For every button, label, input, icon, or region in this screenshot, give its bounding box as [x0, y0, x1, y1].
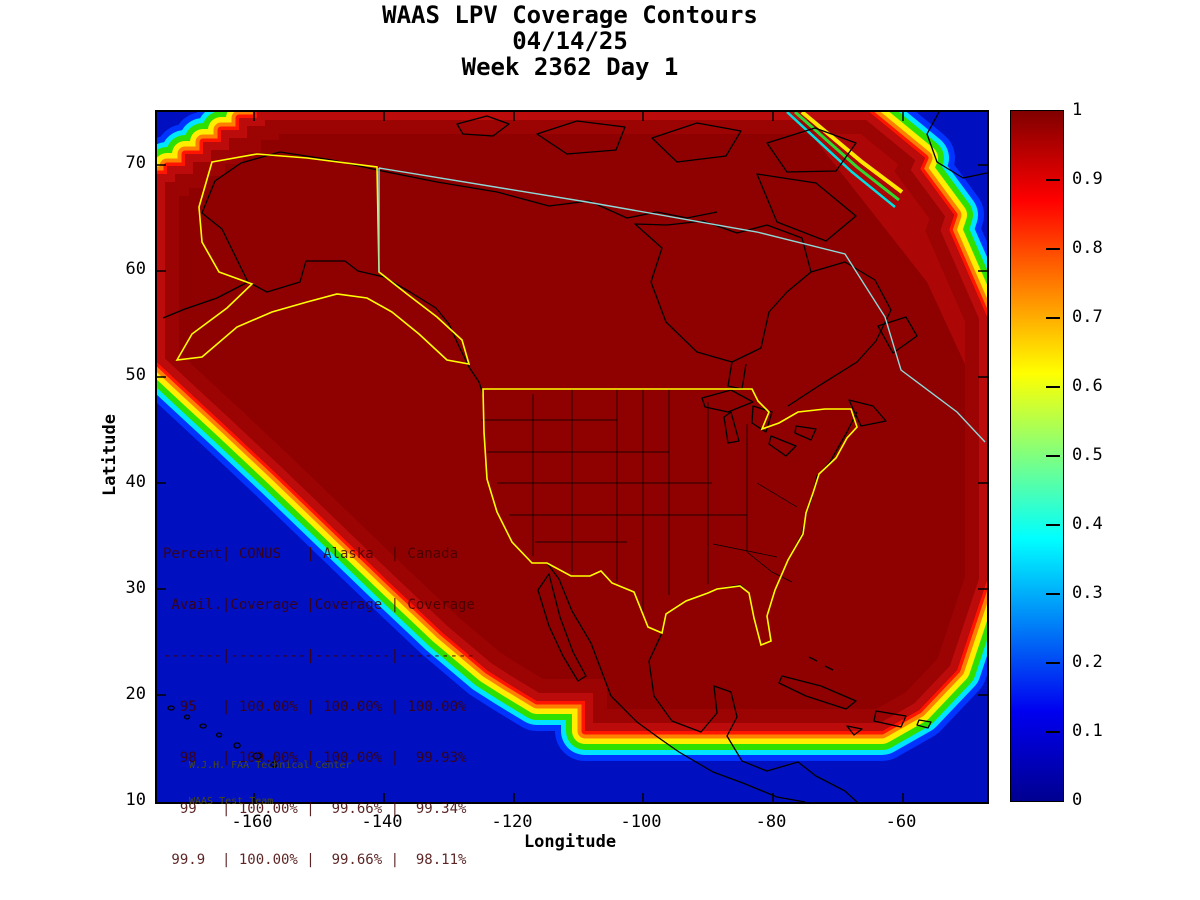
credit-line: W.J.H. FAA Technical Center	[189, 760, 352, 771]
map-plot-area: Percent| CONUS | Alaska | Canada Avail.|…	[155, 110, 989, 868]
table-row: 95 | 100.00% | 100.00% | 100.00%	[163, 699, 467, 715]
y-tick-label: 30	[125, 578, 146, 598]
figure-title: WAAS LPV Coverage Contours 04/14/25 Week…	[155, 2, 985, 80]
y-tick-label: 50	[125, 365, 146, 385]
colorbar-tick-label: 0.1	[1072, 721, 1103, 741]
x-tick-label: -60	[885, 812, 917, 832]
x-tick-label: -140	[361, 812, 403, 832]
colorbar-tick-mark	[1046, 524, 1060, 526]
colorbar-tick-mark	[1046, 248, 1060, 250]
x-tick-label: -120	[491, 812, 533, 832]
y-tick-label: 40	[125, 472, 146, 492]
colorbar-tick-mark	[1046, 386, 1060, 388]
credit-line: WAAS Test Team	[189, 796, 274, 807]
colorbar-tick-label: 0.8	[1072, 238, 1103, 258]
y-tick-label: 20	[125, 684, 146, 704]
table-row: 98 | 100.00% | 100.00% | 99.93%	[163, 750, 467, 766]
colorbar-tick-label: 0.6	[1072, 376, 1103, 396]
colorbar-tick-label: 0.2	[1072, 652, 1103, 672]
coastlines	[162, 112, 987, 802]
colorbar-tick-label: 0.3	[1072, 583, 1103, 603]
state-borders	[481, 389, 798, 612]
y-tick-label: 60	[125, 259, 146, 279]
x-axis-title: Longitude	[523, 832, 617, 852]
colorbar-tick-label: 0.4	[1072, 514, 1103, 534]
colorbar-tick-label: 0.9	[1072, 169, 1103, 189]
colorbar-tick-label: 0.7	[1072, 307, 1103, 327]
colorbar-tick-mark	[1046, 179, 1060, 181]
y-tick-label: 70	[125, 153, 146, 173]
axis-tick-marks	[157, 112, 987, 802]
colorbar-tick-label: 1	[1072, 100, 1083, 120]
colorbar-tick-mark	[1046, 662, 1060, 664]
x-tick-label: -100	[620, 812, 662, 832]
coverage-statistics-table: Percent| CONUS | Alaska | Canada Avail.|…	[163, 512, 475, 900]
x-tick-label: -160	[231, 812, 273, 832]
title-line-1: WAAS LPV Coverage Contours	[382, 1, 758, 29]
alaska-service-boundary	[175, 153, 471, 366]
colorbar-tick-mark	[1046, 731, 1060, 733]
table-row: -------|---------|---------|---------	[163, 648, 475, 664]
colorbar-tick-label: 0.5	[1072, 445, 1103, 465]
conus-service-boundary	[482, 388, 858, 647]
table-row: Avail.|Coverage |Coverage | Coverage	[163, 597, 475, 613]
table-row: Percent| CONUS | Alaska | Canada	[163, 546, 459, 562]
colorbar-tick-label: 0	[1072, 790, 1083, 810]
credits-text: W.J.H. FAA Technical Center WAAS Test Te…	[189, 736, 352, 832]
table-row: 99 | 100.00% | 99.66% | 99.34%	[163, 801, 467, 817]
coverage-contour-map	[157, 112, 987, 802]
x-tick-label: -80	[755, 812, 787, 832]
colorbar-tick-mark	[1046, 593, 1060, 595]
colorbar-tick-mark	[1046, 455, 1060, 457]
canada-service-boundary	[378, 167, 986, 443]
title-line-2: 04/14/25	[512, 27, 628, 55]
title-line-3: Week 2362 Day 1	[461, 53, 679, 81]
colorbar-tick-mark	[1046, 317, 1060, 319]
table-row: 99.9 | 100.00% | 99.66% | 98.11%	[163, 852, 467, 868]
y-tick-label: 10	[125, 790, 146, 810]
y-axis-title: Latitude	[100, 414, 120, 496]
